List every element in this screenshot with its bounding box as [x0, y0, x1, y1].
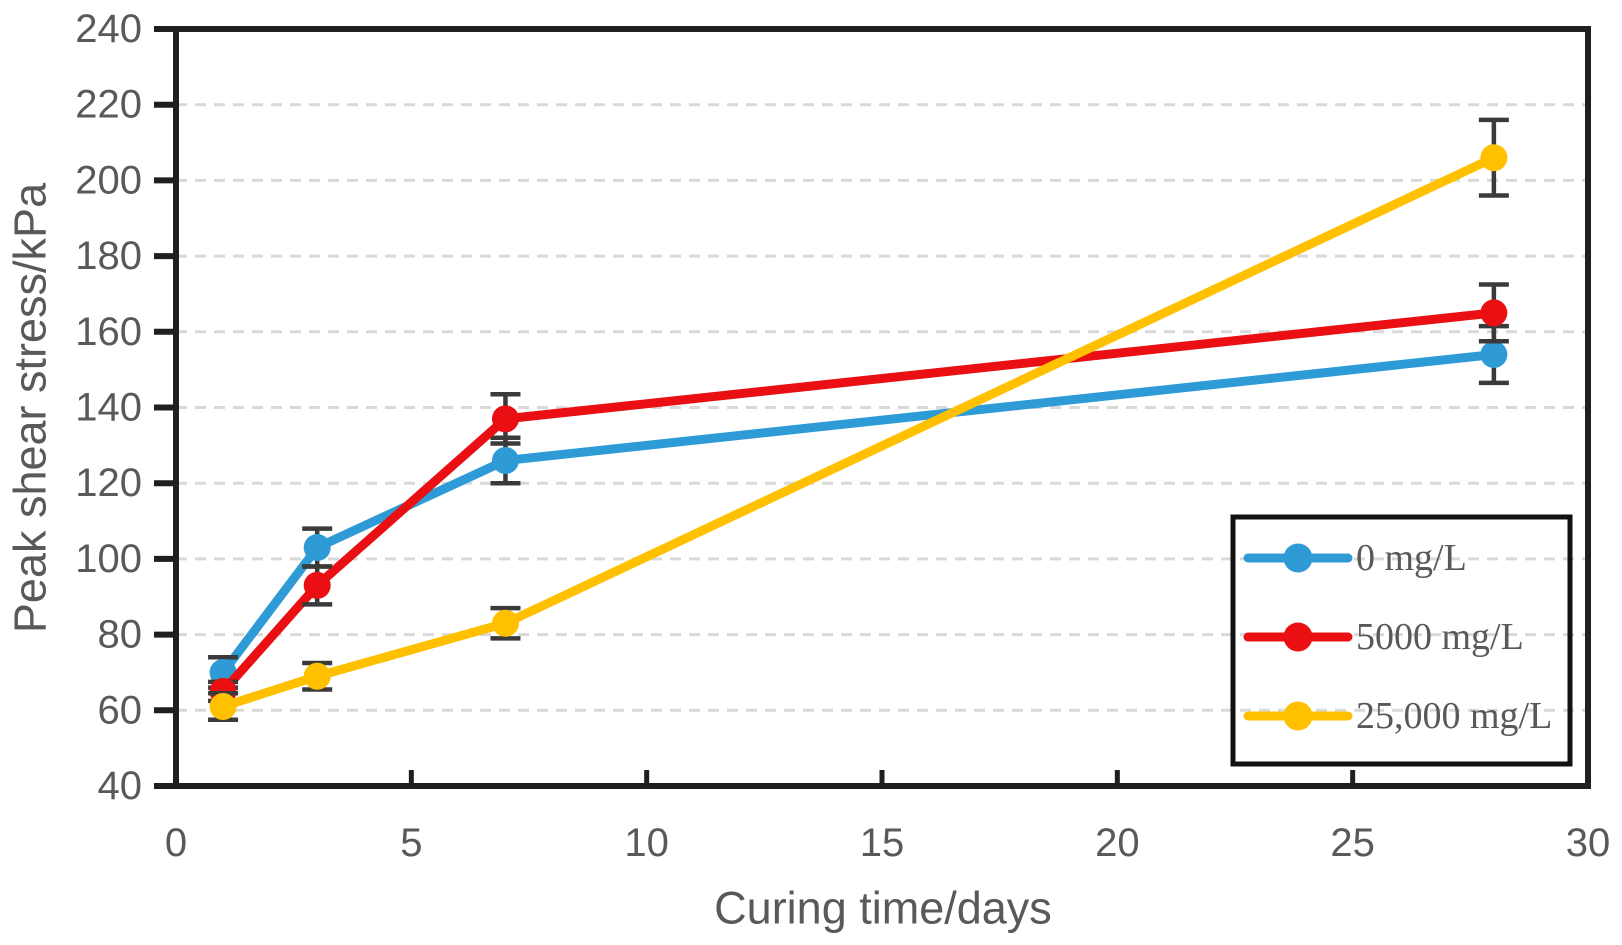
y-tick-label-120: 120: [75, 461, 142, 505]
legend: 0 mg/L 5000 mg/L 25,000 mg/L: [1230, 514, 1573, 767]
x-tick-label-30: 30: [1566, 821, 1611, 865]
legend-label-5000-mg-l: 5000 mg/L: [1356, 616, 1524, 658]
legend-item-25-000-mg-l: 25,000 mg/L: [1243, 695, 1552, 737]
legend-box: [1230, 514, 1573, 767]
y-tick-label-180: 180: [75, 234, 142, 278]
y-tick-label-200: 200: [75, 158, 142, 202]
marker-0-mg-l-day3: [303, 534, 331, 562]
y-tick-label-240: 240: [75, 7, 142, 51]
legend-item-5000-mg-l: 5000 mg/L: [1243, 616, 1524, 658]
y-tick-label-140: 140: [75, 386, 142, 430]
marker-25-000-mg-l-day7: [491, 609, 519, 637]
series-line-25-000-mg-l: [218, 153, 1499, 712]
series-5000-mg-l: [208, 282, 1509, 705]
x-tick-label-5: 5: [400, 821, 422, 865]
marker-5000-mg-l-day7: [491, 405, 519, 433]
series-25-000-mg-l: [208, 117, 1509, 723]
x-tick-label-25: 25: [1330, 821, 1375, 865]
y-axis-title: Peak shear stress/kPa: [5, 182, 56, 633]
legend-marker-0-mg-l: [1283, 543, 1313, 573]
legend-marker-25-000-mg-l: [1283, 701, 1313, 731]
x-tick-label-0: 0: [165, 821, 187, 865]
series-line-5000-mg-l: [218, 308, 1499, 696]
marker-25-000-mg-l-day3: [303, 662, 331, 690]
y-tick-label-40: 40: [98, 764, 143, 808]
y-tick-label-100: 100: [75, 537, 142, 581]
marker-0-mg-l-day28: [1480, 341, 1508, 369]
marker-5000-mg-l-day28: [1480, 299, 1508, 327]
y-tick-label-160: 160: [75, 310, 142, 354]
legend-label-0-mg-l: 0 mg/L: [1356, 537, 1467, 579]
y-tick-label-60: 60: [98, 688, 143, 732]
x-axis-title: Curing time/days: [714, 883, 1052, 934]
legend-marker-5000-mg-l: [1283, 622, 1313, 652]
marker-0-mg-l-day7: [491, 446, 519, 474]
y-tick-label-220: 220: [75, 83, 142, 127]
x-tick-label-10: 10: [624, 821, 669, 865]
x-tick-label-20: 20: [1095, 821, 1140, 865]
x-tick-label-15: 15: [860, 821, 905, 865]
marker-5000-mg-l-day3: [303, 571, 331, 599]
y-tick-label-80: 80: [98, 613, 143, 657]
legend-label-25-000-mg-l: 25,000 mg/L: [1356, 695, 1552, 737]
legend-item-0-mg-l: 0 mg/L: [1243, 537, 1467, 579]
marker-25-000-mg-l-day28: [1480, 144, 1508, 172]
marker-25-000-mg-l-day1: [209, 693, 237, 721]
